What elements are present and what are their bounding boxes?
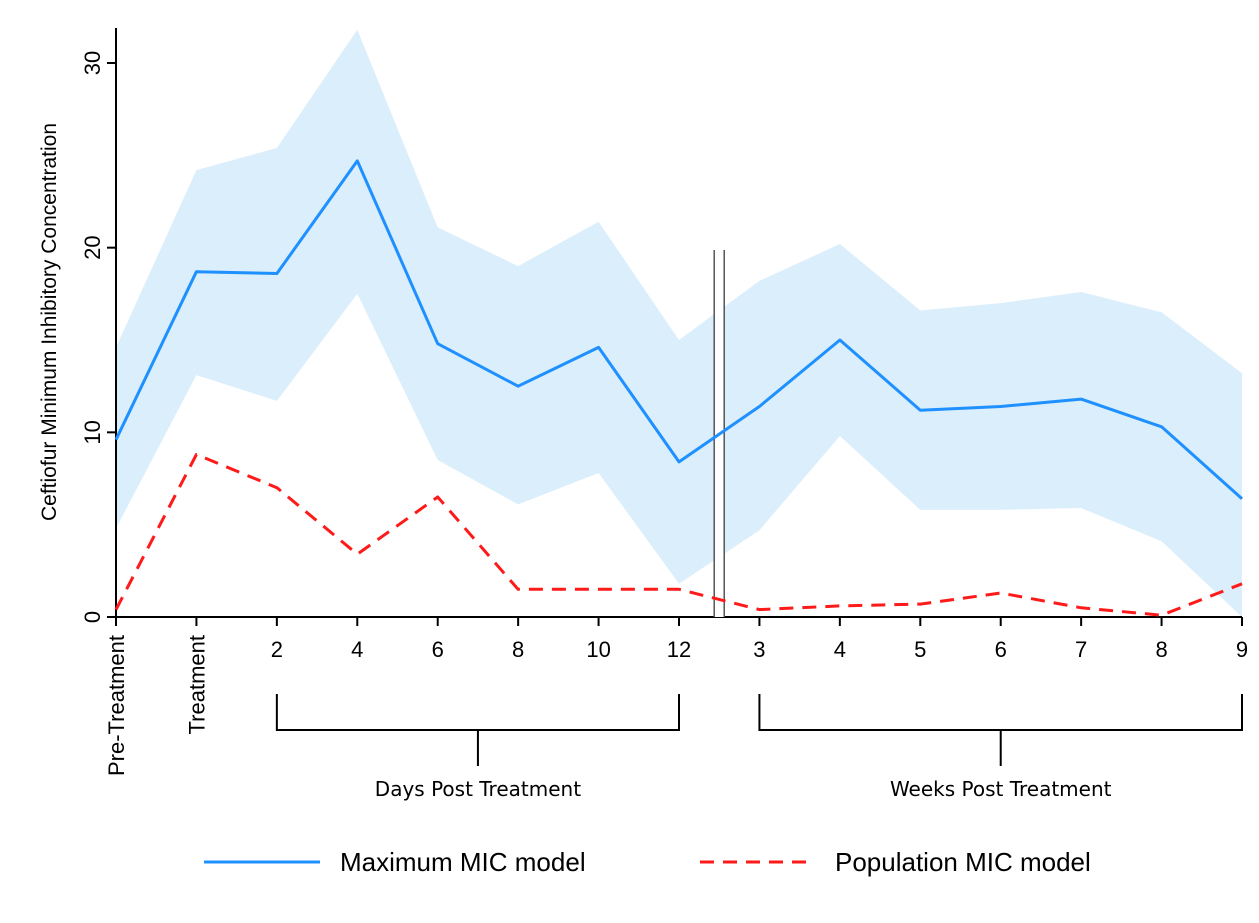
y-tick-label: 10 <box>80 420 105 444</box>
y-tick-label: 0 <box>80 611 105 623</box>
y-axis-label: Ceftiofur Minimum Inhibitory Concentrati… <box>38 123 61 521</box>
legend-label-2: Population MIC model <box>835 847 1091 877</box>
y-tick-label: 20 <box>80 235 105 259</box>
x-tick-label: Pre-Treatment <box>104 635 129 776</box>
confidence-band <box>116 29 1242 618</box>
series-layer <box>114 159 1244 617</box>
x-tick-label: 8 <box>1155 637 1167 662</box>
x-tick-label: 9 <box>1236 637 1248 662</box>
label-layer: Ceftiofur Minimum Inhibitory Concentrati… <box>38 51 1248 801</box>
x-tick-label: 2 <box>271 637 283 662</box>
legend: Maximum MIC model Population MIC model <box>204 847 1091 877</box>
x-tick-label: 3 <box>753 637 765 662</box>
group-bracket <box>275 694 680 731</box>
legend-label-1: Maximum MIC model <box>340 847 586 877</box>
x-tick-label: 8 <box>512 637 524 662</box>
x-tick-label: 6 <box>995 637 1007 662</box>
confidence-band-layer <box>116 29 1242 618</box>
group-bracket <box>758 694 1243 731</box>
x-tick-label: 6 <box>432 637 444 662</box>
x-tick-label: 4 <box>351 637 363 662</box>
x-tick-label: 5 <box>914 637 926 662</box>
x-tick-label: 4 <box>834 637 846 662</box>
series-line-2 <box>114 453 1243 617</box>
x-tick-label: 12 <box>667 637 691 662</box>
series-line-1 <box>114 159 1244 500</box>
x-tick-label: 10 <box>586 637 610 662</box>
y-tick-label: 30 <box>80 51 105 75</box>
x-tick-label: Treatment <box>184 635 209 734</box>
group-label-2: Weeks Post Treatment <box>890 777 1112 801</box>
group-label-1: Days Post Treatment <box>375 777 581 801</box>
x-tick-label: 7 <box>1075 637 1087 662</box>
